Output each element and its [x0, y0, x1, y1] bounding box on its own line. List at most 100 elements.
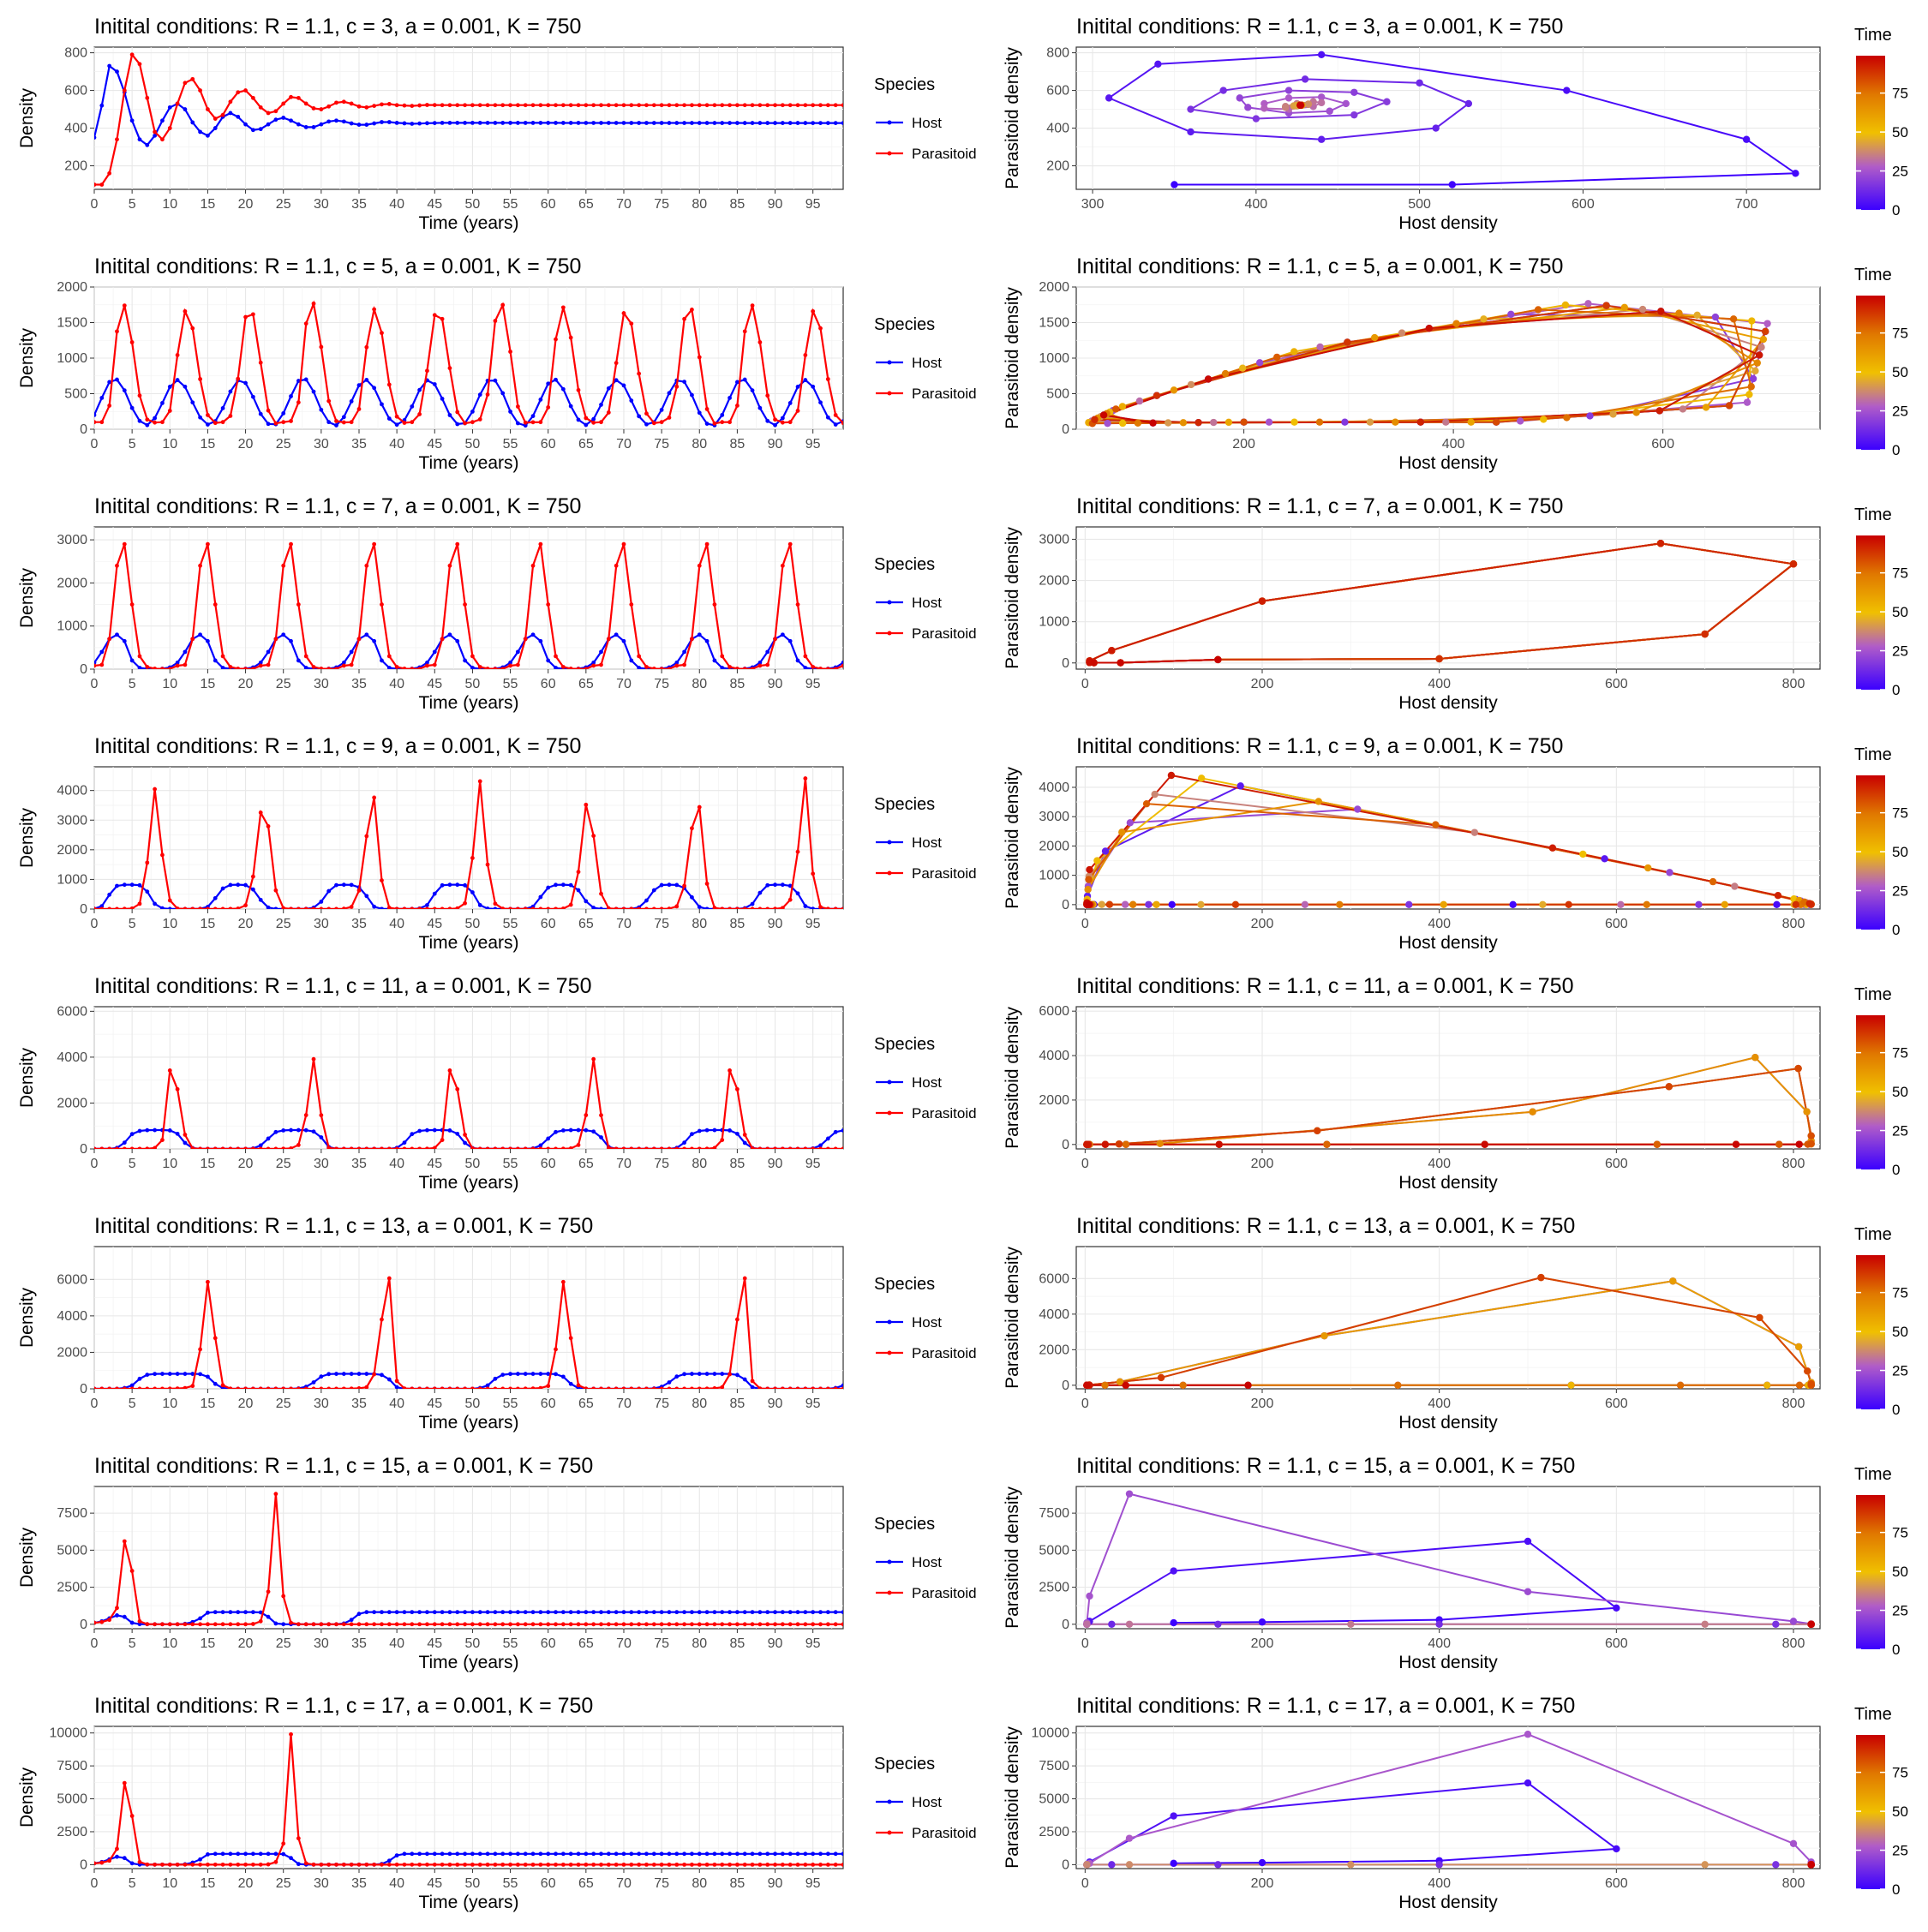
parasitoid-point: [190, 637, 195, 641]
parasitoid-point: [591, 1863, 596, 1867]
trajectory-point: [1165, 419, 1171, 426]
y-tick-label: 4000: [1039, 1049, 1069, 1063]
parasitoid-point: [614, 1863, 619, 1867]
trajectory-point: [1168, 772, 1175, 779]
parasitoid-point: [213, 907, 218, 912]
legend-label-host: Host: [912, 1794, 942, 1810]
parasitoid-point: [614, 564, 619, 568]
x-tick-label: 600: [1605, 677, 1628, 691]
y-tick-label: 6000: [57, 1272, 87, 1287]
parasitoid-point: [364, 834, 368, 838]
x-tick-label: 60: [541, 1876, 556, 1891]
parasitoid-point: [524, 1147, 528, 1151]
x-axis-title: Time (years): [418, 693, 518, 713]
parasitoid-point: [455, 542, 459, 547]
trajectory-point: [1405, 901, 1412, 908]
x-tick-label: 45: [427, 917, 442, 931]
host-point: [138, 419, 142, 423]
trajectory-point: [1105, 94, 1112, 101]
host-point: [312, 1129, 316, 1133]
x-tick-label: 5: [129, 197, 136, 212]
parasitoid-point: [448, 1622, 452, 1626]
parasitoid-point: [788, 1147, 793, 1151]
host-point: [380, 1373, 384, 1377]
parasitoid-point: [584, 803, 588, 807]
trajectory-point: [1244, 1382, 1251, 1389]
parasitoid-point: [834, 1387, 838, 1391]
host-point: [463, 121, 467, 125]
host-point: [168, 105, 172, 110]
trajectory-point: [1806, 900, 1813, 906]
parasitoid-point: [765, 663, 769, 667]
x-tick-label: 15: [201, 677, 216, 691]
host-point: [538, 1851, 542, 1856]
x-tick-label: 90: [768, 1397, 783, 1411]
trajectory-point: [1524, 1779, 1531, 1786]
trajectory-point: [1343, 100, 1350, 107]
panel-title: Initital conditions: R = 1.1, c = 11, a …: [1076, 974, 1573, 998]
host-point: [599, 906, 603, 911]
host-point: [319, 123, 323, 127]
trajectory-point: [1465, 100, 1472, 107]
parasitoid-point: [463, 1622, 467, 1626]
host-point: [637, 121, 641, 125]
x-tick-label: 20: [238, 197, 254, 212]
parasitoid-point: [296, 1622, 301, 1626]
parasitoid-point: [735, 1863, 739, 1867]
x-tick-label: 0: [91, 917, 99, 931]
trajectory-point: [1709, 878, 1716, 885]
parasitoid-point: [417, 1146, 422, 1151]
parasitoid-point: [448, 1068, 452, 1073]
host-point: [243, 381, 248, 386]
host-point: [433, 892, 437, 896]
parasitoid-point: [508, 103, 512, 107]
parasitoid-point: [281, 420, 285, 424]
host-point: [334, 118, 338, 123]
timeseries-panel-7: Initital conditions: R = 1.1, c = 15, a …: [17, 1454, 977, 1672]
parasitoid-point: [229, 99, 233, 104]
trajectory-point: [1108, 647, 1115, 654]
parasitoid-point: [584, 103, 588, 107]
parasitoid-point: [243, 88, 248, 93]
host-point: [455, 422, 459, 427]
parasitoid-point: [372, 104, 376, 108]
timeseries-panel-1: Initital conditions: R = 1.1, c = 3, a =…: [17, 15, 977, 233]
parasitoid-point: [486, 1147, 490, 1151]
trajectory-point: [1171, 181, 1177, 188]
y-axis-title: Parasitoid density: [1003, 527, 1022, 669]
legend-key-point: [888, 1111, 892, 1116]
parasitoid-point: [463, 103, 467, 107]
parasitoid-point: [781, 1147, 785, 1151]
host-point: [584, 423, 588, 428]
y-tick-label: 1000: [1039, 351, 1069, 366]
host-point: [296, 659, 301, 663]
host-point: [660, 121, 664, 125]
host-point: [841, 121, 846, 125]
x-tick-label: 65: [578, 1157, 594, 1171]
x-tick-label: 80: [692, 677, 707, 691]
parasitoid-point: [682, 1863, 686, 1867]
timeseries-panel-5: Initital conditions: R = 1.1, c = 11, a …: [17, 974, 977, 1193]
host-point: [130, 1861, 135, 1865]
parasitoid-point: [213, 421, 218, 425]
parasitoid-point: [334, 906, 338, 911]
host-point: [674, 1374, 679, 1379]
host-point: [690, 1610, 694, 1614]
parasitoid-point: [803, 1147, 807, 1151]
parasitoid-point: [190, 1146, 195, 1151]
host-point: [674, 121, 679, 125]
panel-background: [94, 1726, 843, 1869]
x-tick-label: 15: [201, 1636, 216, 1651]
parasitoid-point: [259, 1619, 263, 1624]
parasitoid-point: [425, 664, 429, 668]
colorbar-tick-label: 0: [1892, 1881, 1900, 1898]
panel-background: [94, 1007, 843, 1149]
parasitoid-point: [403, 421, 407, 425]
host-point: [826, 1851, 830, 1856]
host-point: [796, 659, 800, 663]
host-point: [698, 1610, 702, 1614]
host-point: [811, 1610, 815, 1614]
host-point: [751, 902, 755, 906]
host-point: [387, 416, 392, 421]
x-tick-label: 40: [389, 1397, 404, 1411]
